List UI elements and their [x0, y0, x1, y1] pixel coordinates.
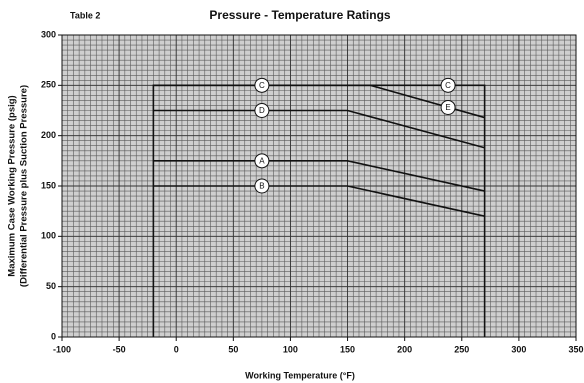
y-tick-label: 250 [41, 80, 56, 90]
x-tick-label: -100 [53, 344, 71, 354]
annotation-label: C [445, 81, 451, 90]
annotation-marker [254, 103, 270, 118]
y-axis-label: Maximum Case Working Pressure (psig) [7, 95, 18, 276]
annotation-marker [254, 77, 270, 93]
y-tick-label: 0 [51, 331, 56, 341]
x-tick-label: 0 [174, 344, 179, 354]
x-tick-label: 300 [511, 344, 526, 354]
x-tick-label: 150 [340, 344, 355, 354]
y-tick-label: 150 [41, 180, 56, 190]
x-tick-label: 250 [454, 344, 469, 354]
annotation-label: C [259, 81, 265, 90]
x-tick-label: 350 [568, 344, 583, 354]
x-tick-label: 100 [283, 344, 298, 354]
x-tick-label: 200 [397, 344, 412, 354]
y-tick-label: 200 [41, 130, 56, 140]
x-axis-label: Working Temperature (°F) [245, 370, 355, 380]
y-tick-label: 100 [41, 231, 56, 241]
x-tick-label: -50 [113, 344, 126, 354]
chart-title: Pressure - Temperature Ratings [209, 8, 390, 22]
y-tick-label: 300 [41, 29, 56, 39]
plot-frame [61, 34, 577, 338]
annotation-label: D [259, 106, 265, 115]
annotation-marker [254, 153, 270, 169]
annotation-label: B [259, 182, 264, 191]
annotation-label: A [259, 156, 265, 165]
rating-line [153, 185, 485, 217]
annotation-marker [440, 99, 456, 115]
annotation-marker [440, 77, 456, 93]
y-tick-label: 50 [46, 281, 56, 291]
rating-line [153, 109, 485, 149]
annotation-marker [254, 178, 270, 194]
rating-line [153, 160, 485, 192]
table-label: Table 2 [70, 10, 100, 20]
y-axis-label: (Differential Pressure plus Suction Pres… [19, 85, 30, 287]
annotation-label: E [445, 103, 450, 112]
x-tick-label: 50 [228, 344, 238, 354]
